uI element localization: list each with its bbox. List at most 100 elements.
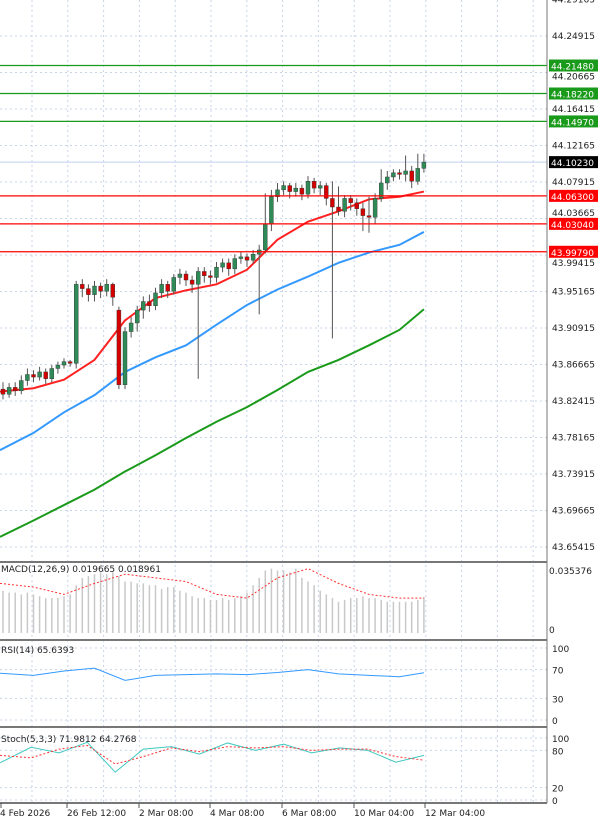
candle-body [37, 371, 42, 378]
candle-body [31, 374, 36, 378]
stoch-tick-label: 80 [552, 747, 564, 757]
x-tick-label: 10 Mar 04:00 [354, 809, 414, 819]
candle [67, 359, 73, 367]
candle [232, 254, 238, 275]
level-label: 44.06300 [551, 193, 594, 203]
candle [19, 375, 24, 395]
y-tick-label: 44.16415 [552, 105, 595, 115]
candle [153, 287, 158, 311]
candle [141, 296, 146, 319]
candle [305, 176, 311, 199]
candle [165, 280, 170, 299]
candle-body [391, 172, 396, 178]
x-tick-label: 4 Feb 2026 [0, 809, 51, 819]
candle [61, 358, 67, 369]
candle-body [165, 284, 170, 292]
candle-body [238, 256, 244, 259]
x-tick-label: 6 Mar 08:00 [282, 809, 337, 819]
candle [226, 258, 231, 276]
candle-body [342, 198, 347, 212]
y-tick-label: 43.82415 [552, 397, 595, 407]
macd-panel[interactable] [0, 568, 425, 633]
candle-body [183, 273, 189, 281]
stoch-label: Stoch(5,3,3) 71.9812 64.2768 [1, 735, 137, 745]
candle-body [12, 387, 18, 392]
candle [195, 267, 201, 379]
rsi-panel[interactable] [0, 667, 424, 681]
candle [55, 361, 61, 374]
candle-body [293, 187, 298, 192]
candle [159, 279, 164, 299]
level-label-bg [549, 87, 598, 100]
candle-body [299, 187, 305, 195]
stoch-panel[interactable] [0, 741, 425, 773]
candle [391, 169, 396, 182]
candle-body [171, 277, 177, 292]
candle [171, 274, 177, 295]
y-tick-label: 43.90915 [552, 324, 595, 334]
stoch-main-line [0, 741, 425, 773]
candle-body [25, 374, 30, 381]
candle [220, 258, 225, 273]
candle-body [366, 215, 372, 218]
y-tick-label: 43.95165 [552, 288, 595, 298]
y-tick-label: 43.73915 [552, 470, 595, 480]
candle [208, 270, 213, 285]
candle-body [195, 271, 201, 285]
level-label: 44.14970 [551, 118, 594, 128]
y-tick-label: 44.29165 [552, 0, 595, 6]
candle [98, 282, 103, 299]
candle [116, 306, 122, 390]
candle [275, 182, 280, 202]
candle [110, 282, 116, 306]
candle [324, 182, 329, 206]
candle [80, 279, 85, 298]
candle-body [110, 284, 116, 298]
price-panel[interactable] [0, 64, 547, 538]
candle [366, 196, 372, 233]
y-tick-label: 44.20665 [552, 73, 595, 83]
candle-body [104, 284, 109, 292]
grid [0, 0, 547, 803]
candle-body [214, 266, 219, 278]
candle-body [134, 309, 140, 324]
stoch-signal-line [0, 744, 424, 765]
candle-body [336, 206, 341, 212]
candle [134, 305, 140, 332]
candle-body [275, 189, 280, 197]
y-tick-label: 43.65415 [552, 543, 595, 553]
candle-body [269, 196, 274, 225]
candle-body [287, 185, 292, 192]
candle-body [177, 273, 183, 278]
x-tick-label: 26 Feb 12:00 [67, 809, 126, 819]
candle-body [397, 172, 402, 175]
candle [214, 261, 219, 283]
candle-body [128, 322, 134, 332]
candle [385, 170, 390, 190]
candle-body [330, 198, 335, 208]
level-label-bg [549, 245, 598, 258]
candle-body [0, 388, 6, 395]
candle-body [19, 380, 24, 392]
candle-body [159, 284, 164, 294]
candle [342, 195, 347, 218]
candle [189, 275, 195, 293]
level-label-bg [549, 59, 598, 72]
candle-body [372, 198, 378, 218]
candle [147, 294, 152, 312]
candle [372, 193, 378, 225]
y-tick-label: 44.24915 [552, 32, 595, 42]
candle [177, 268, 183, 285]
candle-body [348, 198, 353, 203]
candle [6, 383, 12, 398]
candle [403, 155, 408, 182]
candle-body [379, 182, 384, 199]
candle-body [202, 271, 207, 276]
candle [336, 186, 341, 216]
candle [421, 153, 427, 173]
level-label: 44.21480 [551, 63, 594, 73]
candle-body [67, 361, 73, 364]
moving-average-line [0, 231, 425, 451]
candle-body [415, 168, 420, 182]
